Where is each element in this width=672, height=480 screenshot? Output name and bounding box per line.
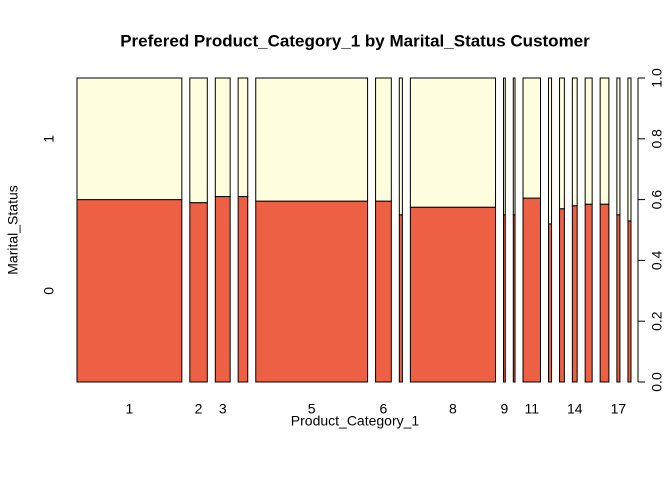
y-tick-label: 0.2 — [649, 311, 665, 331]
x-tick-label: 6 — [380, 401, 388, 417]
y-tick-label: 0.0 — [649, 372, 665, 392]
bar-segment — [409, 77, 497, 208]
bar-segment — [522, 77, 541, 199]
y-tick-label: 0.6 — [649, 190, 665, 210]
y-tick-label: 1.0 — [649, 68, 665, 88]
y-tick-label: 0.8 — [649, 129, 665, 149]
bar-segment — [547, 223, 553, 383]
bar-segment — [512, 214, 516, 383]
bar-segment — [76, 77, 183, 201]
bar-segment — [584, 203, 593, 383]
bar-segment — [616, 77, 621, 216]
x-tick-label: 1 — [126, 401, 134, 417]
y-axis-title: Marital_Status — [5, 185, 21, 274]
bar-segment — [627, 77, 632, 222]
bar-segment — [189, 77, 208, 204]
bar-segment — [237, 77, 249, 198]
bar-segment — [616, 214, 621, 383]
bar-segment — [503, 214, 506, 383]
bar-segment — [398, 77, 403, 216]
y-category-label: 1 — [41, 135, 57, 143]
y-tick-label: 0.4 — [649, 250, 665, 270]
bar-segment — [255, 200, 369, 383]
bar-segment — [547, 77, 553, 225]
y-category-label: 0 — [41, 287, 57, 295]
bar-segment — [375, 200, 392, 383]
bar-segment — [559, 77, 565, 210]
bar-segment — [255, 77, 369, 202]
bar-segment — [559, 208, 565, 383]
bar-segment — [584, 77, 593, 205]
bar-segment — [375, 77, 392, 202]
bar-segment — [409, 206, 497, 383]
bar-segment — [512, 77, 516, 216]
x-tick-label: 3 — [219, 401, 227, 417]
bar-segment — [214, 77, 231, 198]
x-tick-label: 9 — [501, 401, 509, 417]
bar-segment — [627, 220, 632, 383]
bar-segment — [398, 214, 403, 383]
x-tick-label: 5 — [308, 401, 316, 417]
bar-segment — [522, 197, 541, 383]
bar-segment — [571, 205, 578, 383]
x-tick-label: 14 — [567, 401, 583, 417]
bar-segment — [189, 202, 208, 383]
bar-segment — [599, 77, 610, 205]
bar-segment — [599, 203, 610, 383]
chart-title: Prefered Product_Category_1 by Marital_S… — [120, 31, 590, 50]
x-tick-label: 8 — [449, 401, 457, 417]
bar-segment — [571, 77, 578, 207]
x-tick-label: 17 — [611, 401, 627, 417]
bar-segment — [76, 199, 183, 383]
bar-segment — [237, 196, 249, 383]
x-tick-label: 11 — [524, 401, 539, 417]
bar-segment — [503, 77, 506, 216]
bar-segment — [214, 196, 231, 383]
x-tick-label: 2 — [195, 401, 203, 417]
x-axis-title: Product_Category_1 — [291, 413, 420, 429]
